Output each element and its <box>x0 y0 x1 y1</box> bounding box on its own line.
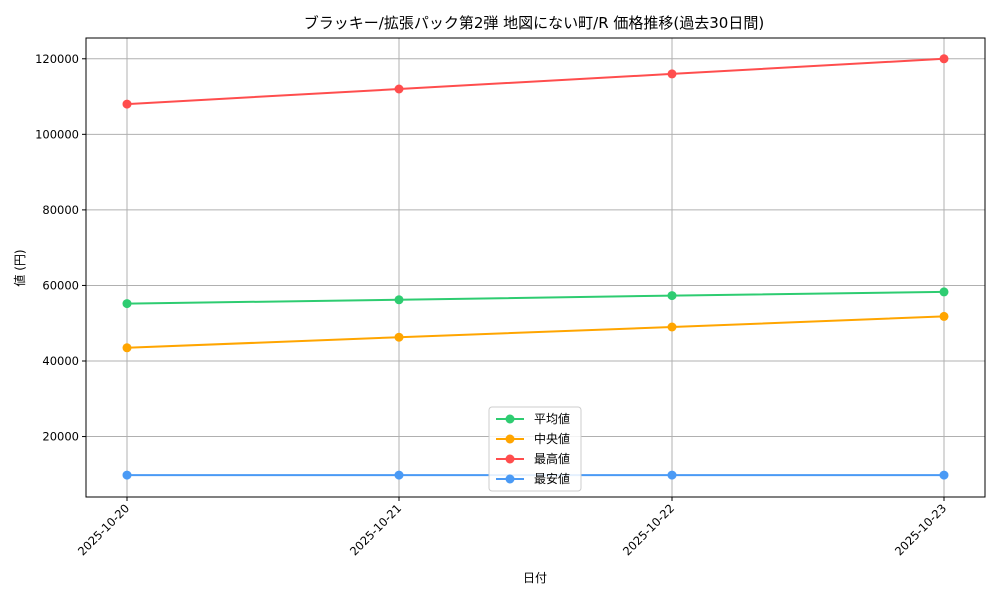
data-point <box>122 99 132 109</box>
legend-item: 中央値 <box>496 431 570 446</box>
series-平均値 <box>122 287 949 309</box>
data-point <box>394 332 404 342</box>
data-point <box>939 311 949 321</box>
legend-box <box>488 406 582 492</box>
x-axis-label: 日付 <box>523 571 547 585</box>
data-point <box>122 299 132 309</box>
data-point <box>939 470 949 480</box>
legend-swatch-marker <box>505 474 515 484</box>
data-point <box>939 54 949 64</box>
x-tick-label: 2025-10-21 <box>347 501 404 558</box>
y-tick-label: 100000 <box>35 127 79 141</box>
y-tick-label: 80000 <box>42 203 79 217</box>
series-最高値 <box>122 54 949 109</box>
legend-item: 最高値 <box>496 451 570 466</box>
data-point <box>939 287 949 297</box>
x-tick-label: 2025-10-23 <box>892 501 949 558</box>
x-tick-label: 2025-10-22 <box>620 501 677 558</box>
data-point <box>394 295 404 305</box>
plot-frame <box>85 37 986 498</box>
legend-swatch-marker <box>505 454 515 464</box>
data-point <box>122 470 132 480</box>
chart-title: ブラッキー/拡張パック第2弾 地図にない町/R 価格推移(過去30日間) <box>304 14 764 32</box>
legend-label: 中央値 <box>534 431 570 446</box>
y-tick-label: 40000 <box>42 354 79 368</box>
y-tick-label: 20000 <box>42 430 79 444</box>
series-中央値 <box>122 311 949 353</box>
x-tick-label: 2025-10-20 <box>75 501 132 558</box>
data-point <box>667 322 677 332</box>
legend-item: 最安値 <box>496 471 570 486</box>
y-axis-label: 値 (円) <box>12 249 27 286</box>
series-line <box>126 315 945 349</box>
data-point <box>122 343 132 353</box>
series-line <box>126 290 945 305</box>
data-point <box>667 69 677 79</box>
legend-swatch-marker <box>505 414 515 424</box>
data-point <box>394 470 404 480</box>
data-point <box>667 470 677 480</box>
y-tick-label: 120000 <box>35 52 79 66</box>
legend-item: 平均値 <box>496 411 570 426</box>
legend-label: 最安値 <box>534 471 570 486</box>
legend-swatch-marker <box>505 434 515 444</box>
data-point <box>394 84 404 94</box>
series-line <box>126 57 945 106</box>
y-tick-label: 60000 <box>42 278 79 292</box>
data-point <box>667 291 677 301</box>
legend-label: 平均値 <box>534 411 570 426</box>
legend-label: 最高値 <box>534 451 570 466</box>
